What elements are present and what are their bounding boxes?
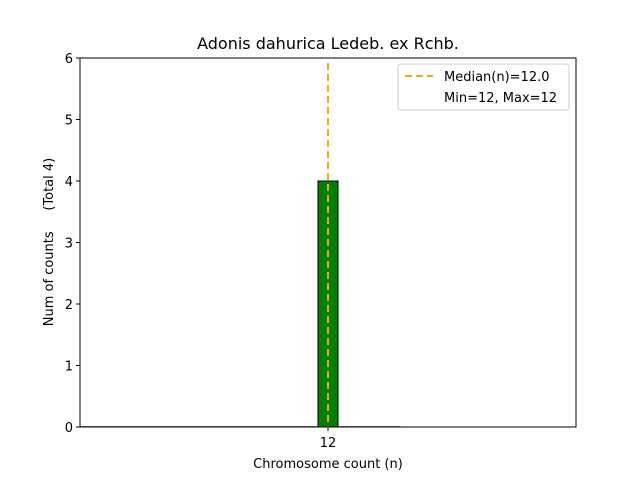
y-tick-label: 6 — [65, 52, 73, 67]
legend-minmax-label: Min=12, Max=12 — [444, 91, 557, 106]
y-tick-label: 0 — [65, 421, 73, 436]
y-tick-label: 4 — [65, 175, 73, 190]
chart-title: Adonis dahurica Ledeb. ex Rchb. — [197, 34, 459, 53]
y-tick-label: 5 — [65, 114, 73, 129]
x-axis-label: Chromosome count (n) — [253, 457, 403, 472]
y-tick-label: 1 — [65, 360, 73, 375]
y-tick-label: 3 — [65, 237, 73, 252]
y-axis-label: Num of counts (Total 4) — [42, 158, 57, 326]
legend-median-label: Median(n)=12.0 — [444, 70, 550, 85]
legend: Median(n)=12.0 Min=12, Max=12 — [397, 63, 570, 111]
y-tick-label: 2 — [65, 298, 73, 313]
x-tick-label: 12 — [320, 436, 337, 451]
plot-frame — [79, 57, 577, 428]
legend-box — [397, 63, 570, 111]
